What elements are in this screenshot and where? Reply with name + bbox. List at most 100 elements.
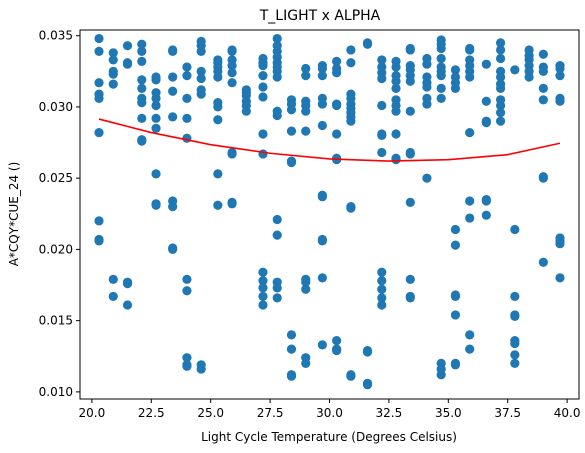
data-point-149 (317, 99, 327, 109)
y-tick-label: 0.020 (39, 242, 73, 256)
data-point-155 (317, 273, 327, 283)
data-point-102 (258, 129, 268, 139)
data-point-127 (286, 126, 297, 136)
data-point-104 (258, 267, 268, 277)
data-point-288 (510, 311, 520, 321)
data-point-60 (182, 361, 192, 371)
data-point-10 (108, 55, 118, 65)
data-point-25 (137, 75, 147, 85)
data-point-243 (436, 370, 446, 380)
data-point-282 (495, 108, 506, 118)
data-point-35 (151, 93, 161, 103)
data-point-139 (301, 126, 311, 136)
data-point-194 (377, 147, 387, 158)
data-point-130 (286, 330, 297, 340)
data-point-4 (94, 93, 104, 103)
data-point-251 (450, 291, 461, 302)
y-axis-title: A*CQY*CUE_24 () (7, 162, 21, 267)
data-point-199 (377, 300, 387, 310)
data-point-2 (94, 78, 104, 88)
data-point-231 (422, 173, 432, 183)
y-tick-label: 0.030 (39, 100, 73, 114)
y-axis: 0.010 0.015 0.020 0.025 0.030 0.035 (39, 29, 80, 399)
data-point-57 (182, 286, 192, 296)
data-point-248 (450, 224, 461, 235)
data-point-8 (94, 236, 104, 246)
data-point-107 (258, 291, 268, 302)
data-point-48 (168, 202, 178, 212)
data-point-64 (196, 66, 206, 76)
data-point-38 (151, 123, 161, 133)
data-point-267 (481, 96, 491, 106)
data-point-144 (301, 358, 311, 368)
data-point-12 (108, 69, 118, 79)
data-point-201 (391, 62, 401, 72)
data-point-306 (538, 257, 548, 267)
data-point-28 (137, 98, 147, 108)
data-point-240 (436, 93, 446, 103)
data-point-266 (481, 59, 491, 69)
data-point-208 (391, 129, 401, 139)
data-point-67 (196, 89, 206, 99)
data-point-13 (108, 79, 118, 89)
data-point-249 (450, 240, 461, 250)
data-point-196 (377, 276, 387, 286)
data-point-169 (346, 58, 356, 68)
data-point-265 (465, 344, 475, 354)
data-point-186 (362, 380, 373, 390)
data-point-20 (122, 279, 133, 289)
data-point-182 (362, 39, 373, 49)
data-point-207 (391, 106, 401, 116)
data-point-45 (168, 86, 178, 96)
data-point-100 (258, 82, 268, 92)
data-point-176 (346, 116, 356, 126)
data-point-273 (495, 38, 506, 48)
data-point-180 (346, 371, 356, 381)
data-point-51 (182, 62, 192, 72)
data-point-291 (510, 350, 520, 360)
data-point-77 (213, 115, 223, 125)
data-point-150 (317, 120, 327, 131)
data-point-239 (436, 83, 446, 94)
data-point-219 (405, 149, 415, 159)
x-tick-label: 35.0 (435, 406, 462, 420)
data-point-0 (94, 33, 104, 44)
data-point-167 (332, 345, 342, 356)
data-point-46 (168, 112, 178, 122)
data-point-98 (258, 61, 268, 71)
fit-line (98, 118, 561, 162)
data-point-271 (481, 196, 491, 206)
data-point-105 (258, 276, 268, 286)
data-point-126 (286, 105, 297, 115)
data-point-101 (258, 92, 268, 102)
data-point-9 (108, 48, 118, 58)
data-point-161 (332, 100, 342, 111)
data-point-302 (538, 83, 548, 94)
data-point-99 (258, 70, 268, 81)
x-axis-title: Light Cycle Temperature (Degrees Celsius… (201, 430, 457, 444)
data-point-152 (317, 192, 327, 202)
data-point-74 (213, 72, 223, 82)
data-point-225 (422, 59, 432, 69)
data-point-223 (405, 293, 415, 303)
data-point-15 (108, 291, 118, 302)
data-point-263 (465, 213, 475, 223)
data-point-235 (436, 53, 446, 64)
data-point-6 (94, 216, 104, 226)
data-point-162 (332, 129, 342, 139)
data-point-277 (495, 72, 506, 82)
data-point-244 (450, 65, 461, 75)
data-point-84 (227, 68, 237, 78)
data-point-63 (196, 46, 206, 56)
data-point-39 (151, 169, 161, 179)
data-point-79 (213, 200, 223, 210)
data-point-36 (151, 100, 161, 111)
data-point-154 (317, 236, 327, 246)
data-point-31 (137, 136, 147, 146)
data-point-308 (555, 63, 565, 74)
data-point-43 (168, 46, 178, 56)
data-point-18 (122, 59, 133, 69)
data-point-78 (213, 169, 223, 179)
data-point-23 (137, 46, 147, 56)
